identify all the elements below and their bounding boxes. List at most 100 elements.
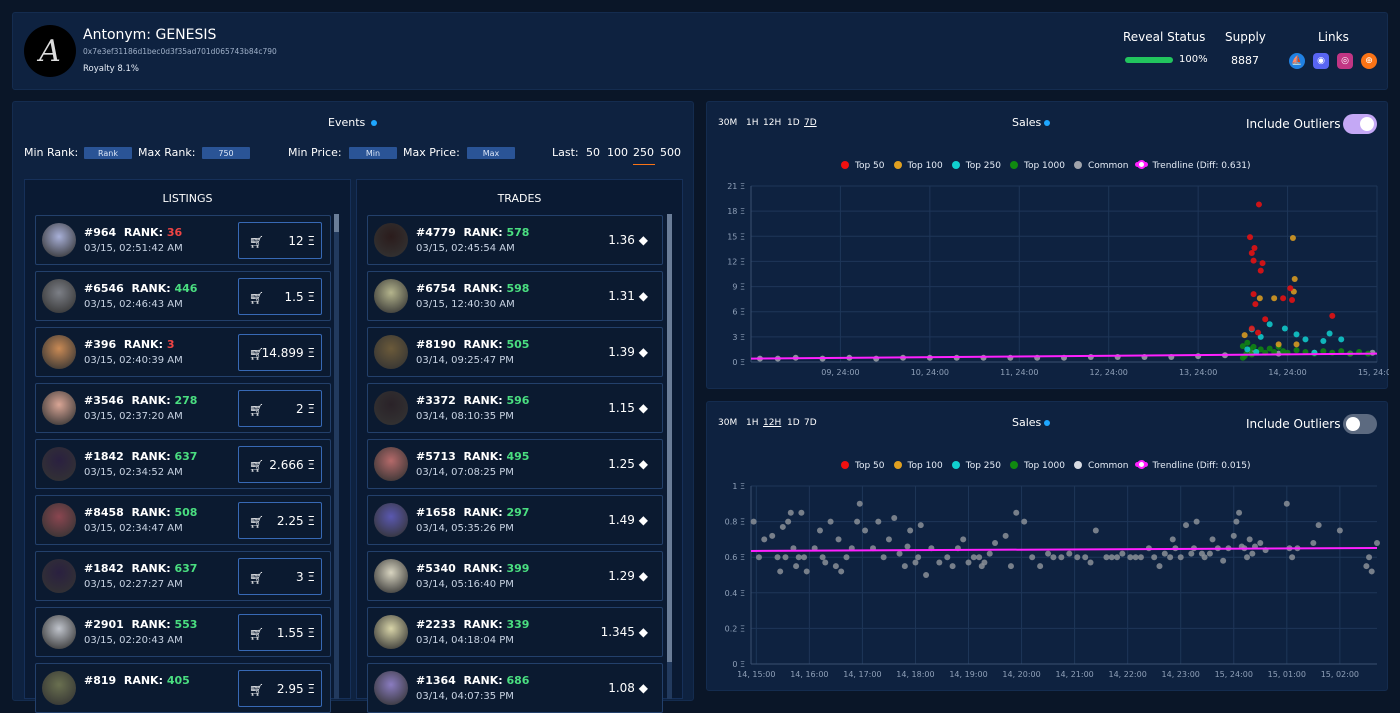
sale-point-common[interactable]	[1103, 554, 1110, 561]
sale-point-common[interactable]	[1074, 554, 1081, 561]
sale-point-top-250[interactable]	[1320, 338, 1327, 345]
sale-point-common[interactable]	[901, 563, 908, 570]
sale-point-common[interactable]	[801, 554, 808, 561]
last-option-50[interactable]: 50	[586, 146, 600, 159]
sale-point-common[interactable]	[1283, 500, 1290, 507]
trade-card[interactable]: #3372 RANK: 596 03/14, 08:10:35 PM 1.15 ◆	[367, 383, 663, 433]
legend-item[interactable]: Trendline (Diff: 0.015)	[1137, 460, 1251, 471]
sale-point-top-250[interactable]	[1338, 336, 1345, 343]
min-rank-input[interactable]: Rank	[84, 147, 132, 159]
nft-thumbnail[interactable]	[374, 615, 408, 649]
sale-point-top-250[interactable]	[1293, 331, 1300, 338]
sale-point-common[interactable]	[1193, 518, 1200, 525]
sale-point-common[interactable]	[1002, 532, 1009, 539]
sale-point-common[interactable]	[970, 554, 977, 561]
sale-point-top-50[interactable]	[1248, 325, 1255, 332]
sale-point-top-1000[interactable]	[1293, 347, 1300, 354]
contract-address[interactable]: 0x7e3ef31186d1bec0d3f35ad701d065743b84c7…	[83, 47, 277, 56]
sale-point-common[interactable]	[750, 518, 757, 525]
max-price-input[interactable]: Max	[467, 147, 515, 159]
sale-point-common[interactable]	[1257, 539, 1264, 546]
legend-item[interactable]: Top 100	[893, 161, 943, 171]
sale-point-common[interactable]	[1183, 522, 1190, 529]
sale-point-common[interactable]	[907, 527, 914, 534]
trade-card[interactable]: #5713 RANK: 495 03/14, 07:08:25 PM 1.25 ◆	[367, 439, 663, 489]
sale-point-top-50[interactable]	[1248, 250, 1255, 257]
nft-thumbnail[interactable]	[374, 391, 408, 425]
listing-card[interactable]: #964 RANK: 36 03/15, 02:51:42 AM 🛒︎ 12 Ξ	[35, 215, 331, 265]
sale-point-common[interactable]	[819, 554, 826, 561]
sale-point-top-100[interactable]	[1256, 295, 1263, 302]
timeframe-1h[interactable]: 1H	[746, 418, 759, 428]
buy-button[interactable]: 🛒︎ 12 Ξ	[238, 222, 322, 259]
timeframe-7d[interactable]: 7D	[804, 118, 817, 128]
timeframe-7d[interactable]: 7D	[804, 418, 817, 428]
sale-point-common[interactable]	[1236, 509, 1243, 516]
sale-point-common[interactable]	[1233, 518, 1240, 525]
timeframe-1h[interactable]: 1H	[746, 118, 759, 128]
nft-thumbnail[interactable]	[42, 615, 76, 649]
sale-point-common[interactable]	[787, 509, 794, 516]
sale-point-common[interactable]	[1137, 554, 1144, 561]
sale-point-common[interactable]	[761, 536, 768, 543]
buy-button[interactable]: 🛒︎ 1.5 Ξ	[238, 278, 322, 315]
nft-thumbnail[interactable]	[42, 447, 76, 481]
sale-point-common[interactable]	[1368, 568, 1375, 575]
sale-point-top-50[interactable]	[1247, 234, 1254, 241]
timeframe-30m[interactable]: 30M	[718, 118, 738, 128]
nft-thumbnail[interactable]	[42, 335, 76, 369]
sale-point-top-100[interactable]	[1291, 276, 1298, 283]
sale-point-common[interactable]	[1007, 563, 1014, 570]
sale-point-common[interactable]	[1161, 550, 1168, 557]
sale-point-top-250[interactable]	[1281, 325, 1288, 332]
legend-item[interactable]: Top 250	[951, 461, 1001, 471]
sale-point-common[interactable]	[862, 527, 869, 534]
sale-point-common[interactable]	[1209, 536, 1216, 543]
legend-item[interactable]: Top 50	[841, 161, 885, 171]
sale-point-top-50[interactable]	[1289, 296, 1296, 303]
nft-thumbnail[interactable]	[42, 279, 76, 313]
sale-point-common[interactable]	[774, 554, 781, 561]
sale-point-top-100[interactable]	[1241, 332, 1248, 339]
listing-card[interactable]: #2901 RANK: 553 03/15, 02:20:43 AM 🛒︎ 1.55 …	[35, 607, 331, 657]
sale-point-common[interactable]	[769, 532, 776, 539]
sale-point-common[interactable]	[1336, 527, 1343, 534]
buy-button[interactable]: 🛒︎ 2 Ξ	[238, 390, 322, 427]
timeframe-1d[interactable]: 1D	[787, 118, 800, 128]
max-rank-input[interactable]: 750	[202, 147, 250, 159]
sale-point-common[interactable]	[1013, 509, 1020, 516]
nft-thumbnail[interactable]	[42, 223, 76, 257]
legend-item[interactable]: Top 100	[893, 461, 943, 471]
legend-item[interactable]: Top 1000	[1009, 461, 1065, 471]
listings-scrollbar[interactable]	[334, 214, 339, 699]
trade-card[interactable]: #2233 RANK: 339 03/14, 04:18:04 PM 1.345 ◆	[367, 607, 663, 657]
listing-card[interactable]: #819 RANK: 405 🛒︎ 2.95 Ξ	[35, 663, 331, 713]
sale-point-common[interactable]	[1188, 550, 1195, 557]
sale-point-common[interactable]	[965, 559, 972, 566]
nft-thumbnail[interactable]	[374, 559, 408, 593]
listing-card[interactable]: #1842 RANK: 637 03/15, 02:34:52 AM 🛒︎ 2.666…	[35, 439, 331, 489]
sale-point-common[interactable]	[1177, 554, 1184, 561]
sale-point-common[interactable]	[896, 550, 903, 557]
sale-point-common[interactable]	[1045, 550, 1052, 557]
trade-card[interactable]: #6754 RANK: 598 03/15, 12:40:30 AM 1.31 ◆	[367, 271, 663, 321]
sale-point-common[interactable]	[1029, 554, 1036, 561]
sale-point-common[interactable]	[1363, 563, 1370, 570]
sale-point-top-100[interactable]	[1271, 295, 1278, 302]
sale-point-top-250[interactable]	[1266, 321, 1273, 328]
sale-point-top-250[interactable]	[1326, 330, 1333, 337]
nft-thumbnail[interactable]	[42, 391, 76, 425]
sale-point-top-100[interactable]	[1293, 341, 1300, 348]
sale-point-top-1000[interactable]	[1320, 348, 1327, 355]
sale-point-common[interactable]	[795, 554, 802, 561]
sale-point-top-50[interactable]	[1262, 316, 1269, 323]
sale-point-common[interactable]	[1066, 550, 1073, 557]
opensea-icon[interactable]: ⛵	[1289, 53, 1305, 69]
sale-point-common[interactable]	[1246, 536, 1253, 543]
buy-button[interactable]: 🛒︎ 1.55 Ξ	[238, 614, 322, 651]
sale-point-common[interactable]	[904, 543, 911, 550]
sale-point-common[interactable]	[798, 509, 805, 516]
timeframe-12h[interactable]: 12H	[763, 418, 782, 428]
sale-point-common[interactable]	[1058, 554, 1065, 561]
nft-thumbnail[interactable]	[42, 559, 76, 593]
